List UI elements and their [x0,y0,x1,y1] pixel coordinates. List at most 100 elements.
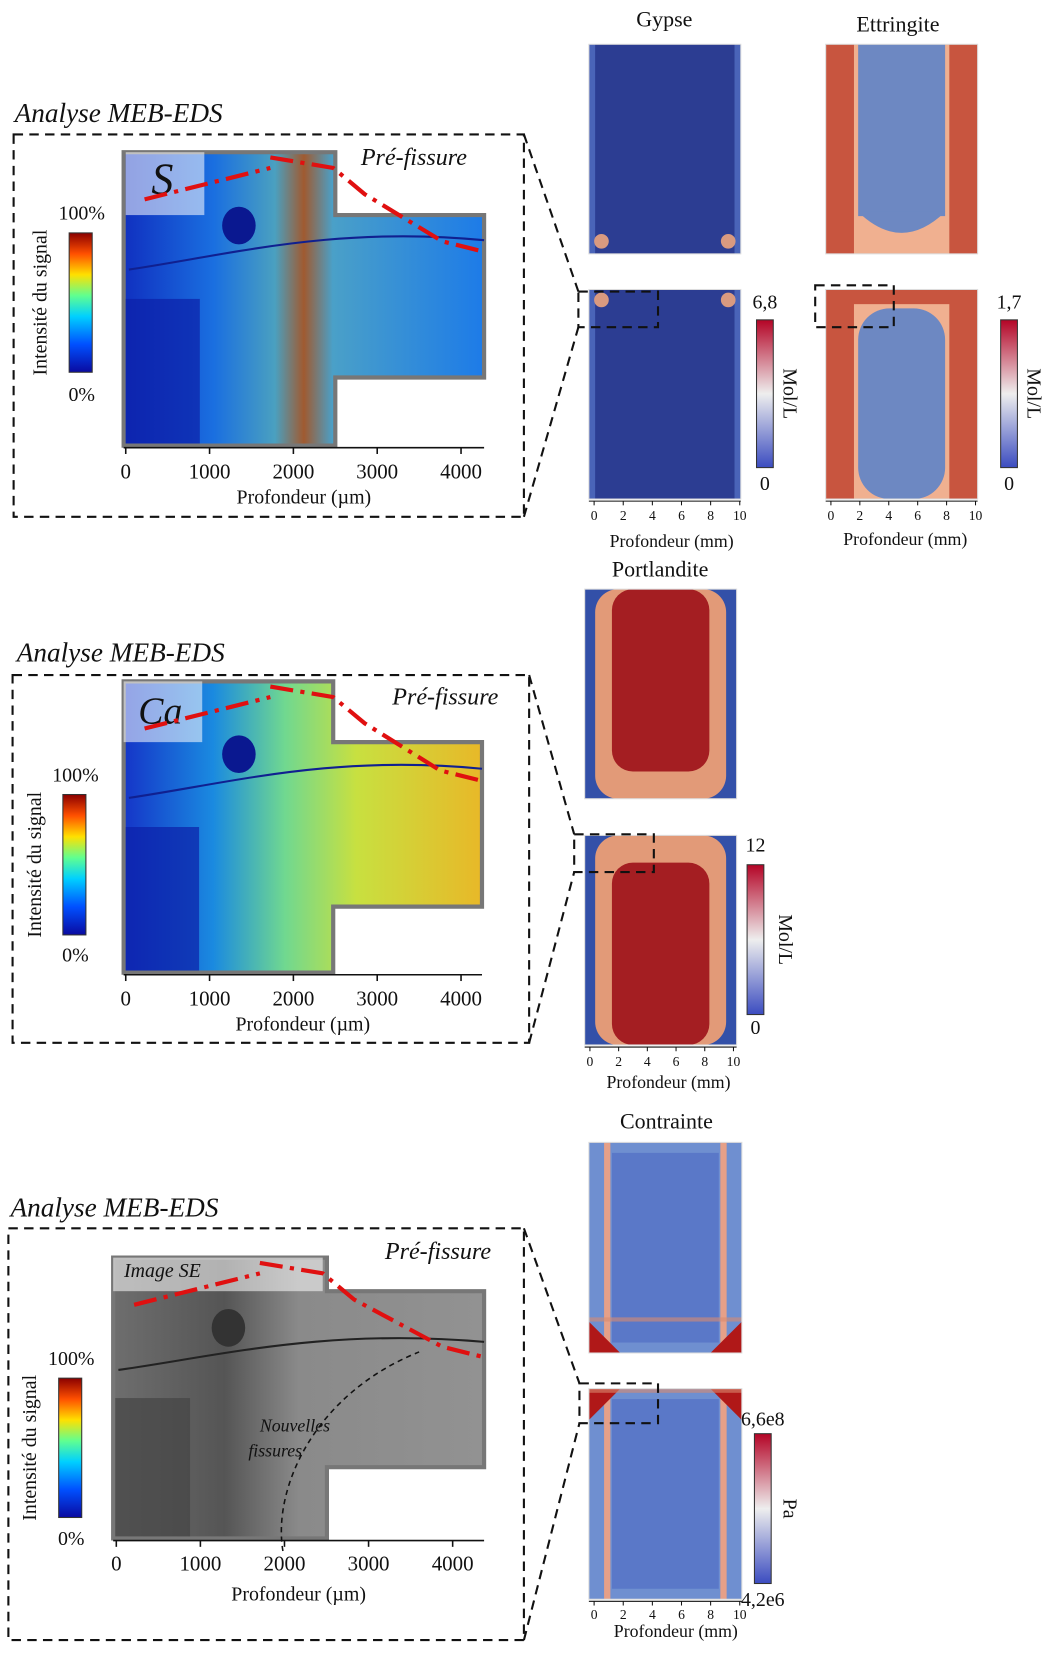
connector [528,674,576,835]
x-tick-label: 4000 [440,987,482,1011]
x-tick-label: 3000 [348,1552,390,1576]
x-axis-label: Profondeur (mm) [610,531,734,552]
pre-crack-line [144,155,485,254]
colorbar [753,1433,772,1585]
eds-map [121,150,487,448]
label-box [125,152,205,216]
colorbar-title: Intensité du signal [24,791,46,937]
x-axis-label: Profondeur (mm) [614,1621,738,1642]
core [858,308,946,500]
zoom-box [577,290,660,329]
x-tick-label: 3000 [356,987,398,1011]
background [588,289,741,500]
colorbar-min: 0 [1004,473,1014,495]
frame [588,1141,743,1354]
x-tick-label: 6 [678,1607,685,1622]
frame [825,288,979,500]
frame [588,43,742,255]
panel-header: Analyse MEB-EDS [8,1193,218,1223]
pre-crack-line [144,684,483,783]
x-tick-label: 0 [121,460,131,484]
stripe [720,1142,727,1353]
x-tick-label: 0 [587,1054,594,1069]
annotation: Nouvelles [259,1415,330,1435]
crack [128,235,485,271]
simulation-image [588,1141,743,1354]
annotation: fissures [248,1441,302,1461]
colorbar [68,232,93,373]
colorbar [1000,319,1018,469]
core [611,589,710,772]
x-tick-label: 8 [943,508,950,523]
colorbar-min: 4,2e6 [741,1589,785,1611]
x-tick-label: 4 [644,1054,651,1069]
x-axis-label: Profondeur (µm) [235,1014,370,1036]
zoom-box [578,1382,660,1425]
x-tick-label: 0 [591,508,598,523]
colorbar-min: 0% [58,1528,85,1550]
x-tick-label: 0 [111,1552,121,1576]
x-tick-label: 10 [733,508,747,523]
frame [588,1388,743,1600]
dark-region [125,298,200,444]
colorbar-unit: Mol/L [778,368,800,419]
stripe [604,1142,611,1353]
frame [584,834,738,1046]
colorbar-max: 100% [48,1348,94,1370]
edge [588,289,596,500]
x-tick-label: 6 [673,1054,680,1069]
x-axis-label: Profondeur (µm) [237,487,372,509]
x-tick-label: 0 [121,987,131,1011]
colorbar-min: 0% [68,384,95,406]
label-box [123,681,203,743]
zoom-box [814,284,895,329]
colorbar [755,319,774,469]
stripe [604,1388,611,1600]
hotspot [720,233,736,249]
element-label: Image SE [123,1260,201,1282]
pore [211,1308,246,1347]
eds-map [121,679,485,975]
x-tick-label: 8 [701,1054,708,1069]
x-axis-label: Profondeur (µm) [231,1584,366,1606]
x-tick-label: 2 [620,1607,627,1622]
panel-header: Analyse MEB-EDS [13,98,223,128]
simulation-image [825,43,979,255]
edge [734,44,741,254]
colorbar-max: 100% [52,764,98,786]
colorbar-min: 0 [750,1017,760,1039]
colorbar-unit: Pa [778,1499,800,1519]
simulation-image [588,288,742,500]
simulation-image [584,834,738,1046]
x-axis-label: Profondeur (mm) [843,529,967,550]
simulation-image [588,43,742,255]
colorbar-min: 0 [760,473,770,495]
simulation-title: Contrainte [620,1109,713,1134]
connector [522,134,580,292]
x-tick-label: 1000 [189,987,231,1011]
x-tick-label: 2000 [264,1552,306,1576]
band [588,1388,742,1393]
frame [584,588,738,800]
new-crack [280,1351,420,1552]
connector [522,1422,581,1641]
x-tick-label: 8 [707,508,714,523]
simulation-image [825,288,979,500]
x-tick-label: 2 [615,1054,622,1069]
x-tick-label: 4 [649,508,656,523]
frame [588,288,742,500]
x-tick-label: 0 [828,508,835,523]
x-axis-label: Profondeur (mm) [606,1072,730,1093]
band [588,1317,742,1322]
colorbar-max: 6,8 [752,292,777,314]
connector [522,1227,581,1384]
core [611,862,710,1045]
pre-crack-label: Pré-fissure [391,685,498,711]
pre-crack-label: Pré-fissure [360,145,467,171]
hotspot [594,292,609,308]
x-tick-label: 4000 [440,460,482,484]
colorbar-unit: Mol/L [774,914,796,965]
x-tick-label: 3000 [356,460,398,484]
edge [734,289,741,500]
